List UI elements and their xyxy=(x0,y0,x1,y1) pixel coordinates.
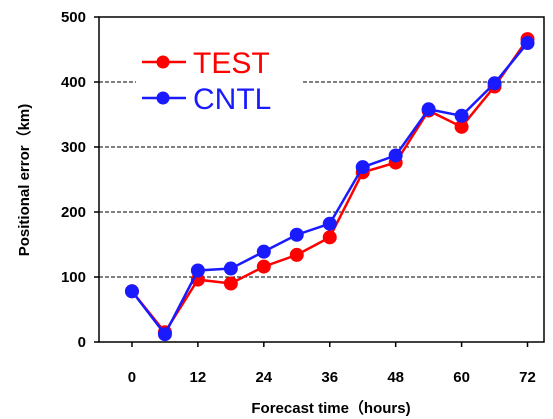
data-point-test-18 xyxy=(223,276,238,291)
data-point-cntl-18 xyxy=(223,261,238,276)
data-point-test-36 xyxy=(322,230,337,245)
data-point-test-30 xyxy=(289,247,304,262)
x-tick-label-0: 0 xyxy=(128,369,136,386)
data-point-cntl-12 xyxy=(190,263,205,278)
data-point-cntl-0 xyxy=(124,284,139,299)
y-tick-label-0: 0 xyxy=(78,334,86,351)
x-tick-label-12: 12 xyxy=(190,369,207,386)
data-point-cntl-72 xyxy=(520,36,535,50)
data-point-test-24 xyxy=(256,259,271,274)
x-tick-label-72: 72 xyxy=(519,369,536,386)
y-axis-ticks: 0 100 200 300 400 500 xyxy=(61,9,99,351)
data-point-cntl-54 xyxy=(421,102,436,117)
x-tick-label-36: 36 xyxy=(321,369,338,386)
data-point-cntl-6 xyxy=(157,327,172,342)
legend-label-test: TEST xyxy=(193,47,270,80)
data-point-cntl-42 xyxy=(355,160,370,175)
data-point-cntl-24 xyxy=(256,244,271,259)
y-axis-title: Positional error（km) xyxy=(15,104,33,257)
y-tick-label-200: 200 xyxy=(61,204,86,221)
legend-marker-cntl xyxy=(156,91,170,105)
y-tick-label-300: 300 xyxy=(61,139,86,156)
legend: TEST CNTL xyxy=(136,44,301,122)
x-axis-ticks: 0 12 24 36 48 60 72 xyxy=(128,342,536,386)
data-point-test-60 xyxy=(454,119,469,134)
y-tick-label-100: 100 xyxy=(61,269,86,286)
legend-marker-test xyxy=(156,55,170,69)
data-point-cntl-30 xyxy=(289,227,304,242)
data-point-cntl-66 xyxy=(487,76,502,91)
data-point-cntl-48 xyxy=(388,148,403,163)
x-tick-label-60: 60 xyxy=(453,369,470,386)
x-tick-label-24: 24 xyxy=(255,369,272,386)
x-tick-label-48: 48 xyxy=(387,369,404,386)
legend-label-cntl: CNTL xyxy=(193,83,271,116)
y-tick-label-400: 400 xyxy=(61,74,86,91)
series-group xyxy=(124,32,535,342)
data-point-cntl-60 xyxy=(454,108,469,123)
data-point-cntl-36 xyxy=(322,216,337,231)
y-tick-label-500: 500 xyxy=(61,9,86,26)
x-axis-title: Forecast time（hours) xyxy=(251,399,410,417)
plot-frame xyxy=(98,16,545,343)
